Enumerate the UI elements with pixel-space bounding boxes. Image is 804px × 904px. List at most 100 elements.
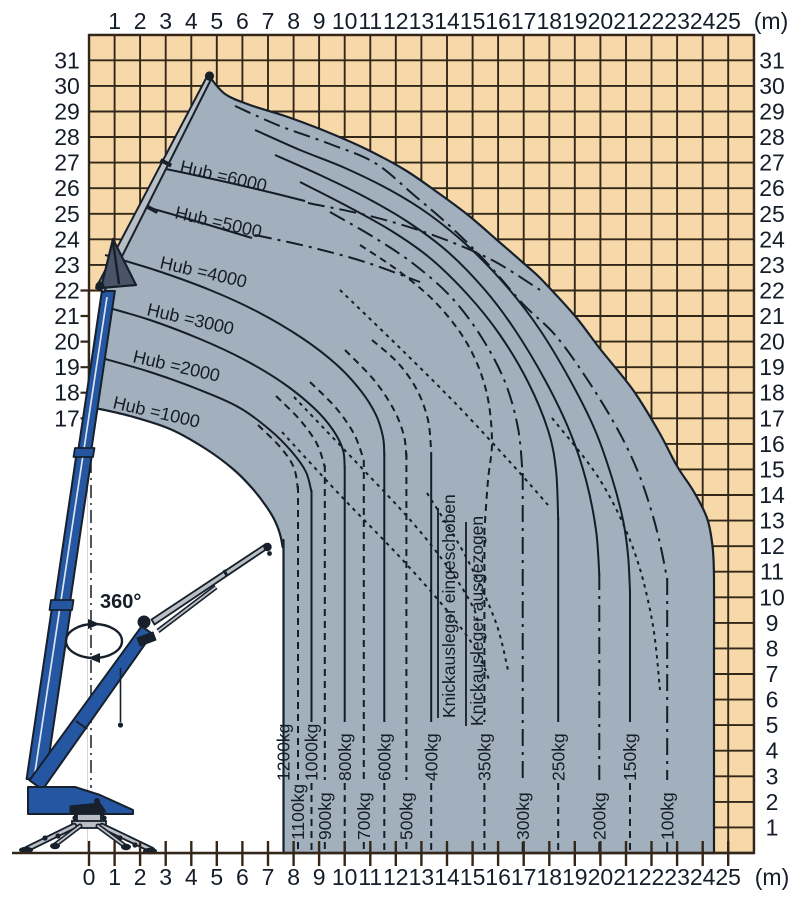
svg-text:5: 5 — [210, 8, 223, 34]
svg-text:3: 3 — [159, 8, 172, 34]
svg-text:19: 19 — [759, 354, 785, 380]
svg-text:800kg: 800kg — [335, 733, 355, 781]
svg-text:23: 23 — [664, 864, 690, 890]
svg-text:28: 28 — [54, 124, 80, 150]
svg-text:11: 11 — [358, 8, 382, 34]
svg-text:15: 15 — [759, 456, 785, 482]
svg-text:(m): (m) — [755, 864, 789, 890]
svg-text:21: 21 — [613, 864, 639, 890]
svg-text:13: 13 — [409, 8, 435, 34]
svg-text:25: 25 — [715, 864, 741, 890]
svg-text:7: 7 — [262, 8, 275, 34]
svg-text:1: 1 — [108, 864, 121, 890]
svg-text:20: 20 — [759, 329, 785, 355]
svg-text:1200kg: 1200kg — [274, 724, 294, 781]
svg-text:8: 8 — [766, 635, 779, 661]
svg-text:250kg: 250kg — [548, 733, 568, 781]
svg-text:20: 20 — [588, 8, 614, 34]
svg-text:20: 20 — [54, 329, 80, 355]
svg-text:18: 18 — [759, 380, 785, 406]
svg-text:5: 5 — [210, 864, 223, 890]
svg-text:20: 20 — [588, 864, 614, 890]
svg-text:360°: 360° — [100, 591, 141, 613]
svg-text:13: 13 — [759, 508, 785, 534]
svg-text:6: 6 — [766, 687, 779, 713]
svg-text:11: 11 — [358, 864, 382, 890]
svg-text:12: 12 — [383, 864, 409, 890]
svg-text:0: 0 — [83, 864, 96, 890]
svg-text:24: 24 — [759, 226, 785, 252]
svg-text:16: 16 — [759, 431, 785, 457]
svg-text:17: 17 — [54, 405, 80, 431]
svg-text:24: 24 — [690, 8, 716, 34]
svg-text:23: 23 — [759, 252, 785, 278]
svg-text:(m): (m) — [754, 8, 788, 34]
svg-text:14: 14 — [759, 482, 785, 508]
svg-text:22: 22 — [54, 278, 80, 304]
svg-text:6: 6 — [236, 8, 249, 34]
svg-text:27: 27 — [759, 150, 785, 176]
svg-text:9: 9 — [766, 610, 779, 636]
svg-text:25: 25 — [759, 201, 785, 227]
svg-text:100kg: 100kg — [657, 792, 677, 840]
svg-text:23: 23 — [664, 8, 690, 34]
svg-text:28: 28 — [759, 124, 785, 150]
svg-text:22: 22 — [639, 8, 665, 34]
svg-text:1: 1 — [766, 814, 779, 840]
svg-text:31: 31 — [759, 47, 785, 73]
svg-text:400kg: 400kg — [421, 733, 441, 781]
svg-text:24: 24 — [690, 864, 716, 890]
svg-text:Knickausleger eingeschoben: Knickausleger eingeschoben — [439, 494, 459, 718]
svg-text:12: 12 — [759, 533, 785, 559]
svg-text:19: 19 — [54, 354, 80, 380]
svg-text:5: 5 — [766, 712, 779, 738]
svg-text:150kg: 150kg — [620, 733, 640, 781]
svg-text:500kg: 500kg — [397, 792, 417, 840]
svg-text:4: 4 — [185, 864, 198, 890]
svg-text:22: 22 — [639, 864, 665, 890]
svg-text:900kg: 900kg — [315, 792, 335, 840]
svg-text:27: 27 — [54, 150, 80, 176]
svg-text:14: 14 — [434, 8, 460, 34]
svg-text:17: 17 — [759, 405, 785, 431]
svg-text:13: 13 — [409, 864, 435, 890]
svg-text:18: 18 — [537, 864, 563, 890]
svg-text:19: 19 — [562, 864, 588, 890]
svg-text:17: 17 — [511, 864, 537, 890]
svg-text:4: 4 — [185, 8, 198, 34]
svg-text:29: 29 — [54, 99, 80, 125]
svg-text:1100kg: 1100kg — [288, 784, 308, 840]
svg-text:10: 10 — [332, 864, 358, 890]
svg-text:23: 23 — [54, 252, 80, 278]
svg-text:2: 2 — [134, 864, 147, 890]
svg-text:25: 25 — [715, 8, 741, 34]
svg-text:8: 8 — [287, 864, 300, 890]
svg-text:11: 11 — [760, 559, 784, 585]
svg-text:600kg: 600kg — [375, 733, 395, 781]
svg-text:30: 30 — [759, 73, 785, 99]
svg-text:19: 19 — [562, 8, 588, 34]
svg-text:18: 18 — [54, 380, 80, 406]
svg-text:9: 9 — [313, 864, 326, 890]
svg-text:29: 29 — [759, 99, 785, 125]
svg-text:2: 2 — [766, 789, 779, 815]
svg-text:9: 9 — [313, 8, 326, 34]
svg-text:Knickausleger ausgezogen: Knickausleger ausgezogen — [467, 516, 487, 726]
svg-text:22: 22 — [759, 278, 785, 304]
svg-text:200kg: 200kg — [590, 792, 610, 840]
svg-text:700kg: 700kg — [354, 792, 374, 840]
svg-text:4: 4 — [766, 738, 779, 764]
svg-text:30: 30 — [54, 73, 80, 99]
svg-text:300kg: 300kg — [513, 792, 533, 840]
svg-text:26: 26 — [54, 175, 80, 201]
svg-text:26: 26 — [759, 175, 785, 201]
svg-text:18: 18 — [537, 8, 563, 34]
svg-text:7: 7 — [766, 661, 779, 687]
svg-text:12: 12 — [383, 8, 409, 34]
svg-text:14: 14 — [434, 864, 460, 890]
svg-text:6: 6 — [236, 864, 249, 890]
svg-text:10: 10 — [332, 8, 358, 34]
svg-text:15: 15 — [460, 8, 486, 34]
svg-text:3: 3 — [766, 763, 779, 789]
svg-text:21: 21 — [613, 8, 639, 34]
